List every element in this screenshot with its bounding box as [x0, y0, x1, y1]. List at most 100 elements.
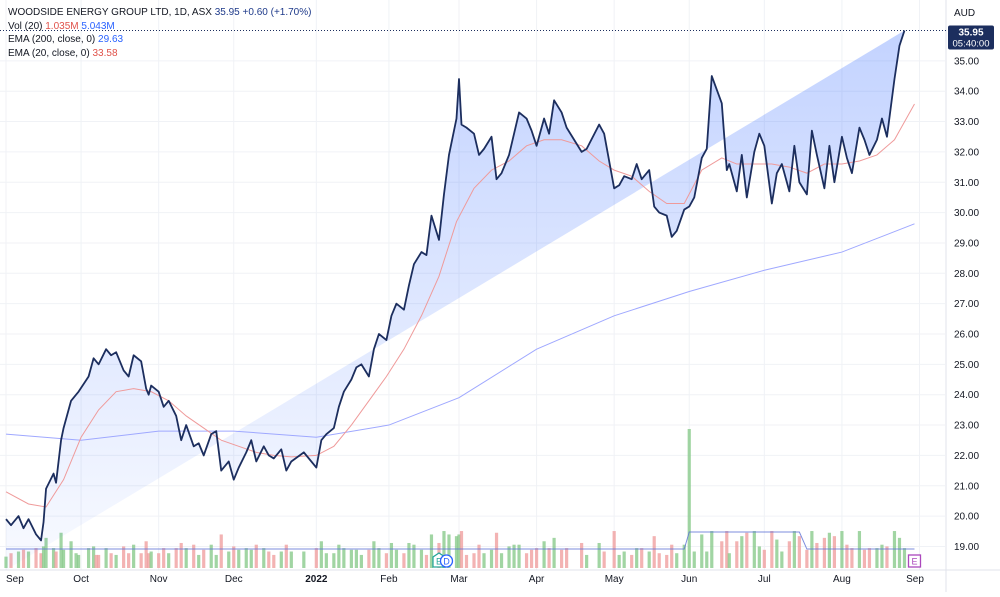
volume-bar: [51, 548, 56, 568]
volume-bar: [720, 541, 724, 568]
legend-last-price: 35.95: [214, 7, 240, 18]
price-area-fill: [6, 30, 905, 570]
volume-bar: [897, 537, 902, 568]
volume-bar: [752, 531, 756, 568]
y-tick-label: 35.00: [954, 56, 979, 67]
volume-bar: [832, 536, 837, 568]
volume-bar: [482, 553, 486, 568]
x-tick-label: Feb: [380, 574, 398, 585]
volume-bar: [494, 532, 499, 568]
price-series: [5, 30, 906, 542]
volume-bar: [402, 553, 406, 568]
volume-bar: [617, 554, 621, 568]
volume-bar: [822, 537, 826, 568]
volume-bar: [394, 549, 399, 568]
volume-bar: [489, 549, 494, 568]
ema-200-series: [5, 223, 915, 441]
volume-bar: [76, 554, 81, 568]
x-axis: Sep Oct Nov Dec 2022 Feb Mar Apr May Jun Jul Aug Sep: [6, 574, 924, 585]
legend-vol-label: Vol (20): [8, 20, 43, 32]
volume-bar: [26, 551, 31, 568]
volume-bar: [670, 544, 674, 568]
dividend-icon[interactable]: D: [439, 554, 454, 568]
volume-bar: [775, 539, 779, 568]
volume-bar: [770, 531, 774, 568]
volume-bar: [845, 544, 849, 568]
volume-bar: [184, 548, 188, 568]
volume-bar: [477, 544, 481, 568]
volume-bar: [94, 554, 98, 568]
countdown-text: 05:40:00: [953, 39, 990, 50]
ema-200-line[interactable]: [5, 223, 915, 441]
volume-bar: [91, 546, 96, 568]
volume-bar: [534, 548, 539, 568]
volume-bar: [157, 553, 161, 568]
volume-bar: [692, 551, 696, 568]
x-tick-label: 2022: [305, 574, 328, 585]
volume-bar: [630, 554, 634, 568]
price-line[interactable]: [5, 30, 906, 542]
y-tick-label: 26.00: [954, 330, 979, 341]
volume-bar: [167, 553, 171, 568]
volume-bar: [219, 534, 223, 568]
volume-bar: [647, 551, 651, 568]
legend-volume-row[interactable]: Vol (20) 1.035M 5.043M: [8, 20, 311, 34]
volume-bar: [267, 551, 271, 568]
legend-symbol-row: WOODSIDE ENERGY GROUP LTD, 1D, ASX 35.95…: [8, 6, 311, 20]
volume-bar: [227, 551, 231, 568]
volume-bar: [640, 548, 644, 568]
volume-bar: [429, 534, 434, 568]
volume-bar: [862, 549, 867, 568]
volume-bar: [560, 549, 564, 568]
volume-bar: [602, 551, 606, 568]
volume-bar: [705, 551, 709, 568]
chart-legend: WOODSIDE ENERGY GROUP LTD, 1D, ASX 35.95…: [8, 6, 311, 60]
event-label: D: [443, 557, 450, 567]
volume-bar: [86, 548, 91, 568]
legend-symbol[interactable]: WOODSIDE ENERGY GROUP LTD, 1D, ASX: [8, 7, 212, 18]
volume-bar: [675, 553, 679, 568]
legend-ema200-row[interactable]: EMA (200, close, 0) 29.63: [8, 33, 311, 47]
volume-bar: [407, 542, 411, 568]
volume-bar: [349, 549, 353, 568]
volume-bar: [745, 532, 749, 568]
volume-bar: [517, 544, 521, 568]
volume-bar: [337, 544, 341, 568]
volume-bar: [412, 544, 416, 568]
volume-bar: [585, 554, 589, 568]
volume-bar: [149, 551, 153, 568]
volume-bar: [147, 553, 151, 568]
volume-bar: [214, 554, 218, 568]
legend-ema20-row[interactable]: EMA (20, close, 0) 33.58: [8, 47, 311, 61]
legend-ema200-label: EMA (200, close, 0): [8, 34, 96, 45]
volume-bar: [244, 548, 248, 568]
volume-bar: [512, 544, 516, 568]
volume-bar: [144, 541, 148, 568]
volume-bar: [162, 548, 166, 568]
x-tick-label: Oct: [73, 574, 89, 585]
volume-bar: [665, 554, 669, 568]
event-label: E: [436, 557, 442, 567]
legend-ema200-value: 29.63: [98, 34, 124, 45]
volume-ma-line: [6, 531, 915, 550]
volume-bar: [202, 549, 206, 568]
volume-bar: [69, 541, 73, 568]
volume-bar: [332, 553, 336, 568]
volume-bar: [762, 549, 766, 568]
dividend-marker: [439, 554, 454, 568]
volume-bar: [41, 546, 46, 568]
x-tick-label: Aug: [833, 574, 851, 585]
last-price-tag[interactable]: [948, 25, 994, 50]
volume-bar: [109, 553, 113, 568]
volume-bar: [367, 549, 371, 568]
volume-bar: [179, 542, 183, 568]
volume-bar: [565, 548, 569, 568]
volume-bar: [464, 554, 469, 568]
volume-bar: [622, 551, 626, 568]
earnings-icon[interactable]: E: [907, 554, 922, 568]
volume-bar: [700, 534, 704, 568]
volume-bar: [499, 553, 504, 568]
y-axis: AUD 19.00 20.00 21.00 22.00 23.00 24.00 25.00 26…: [954, 8, 979, 553]
